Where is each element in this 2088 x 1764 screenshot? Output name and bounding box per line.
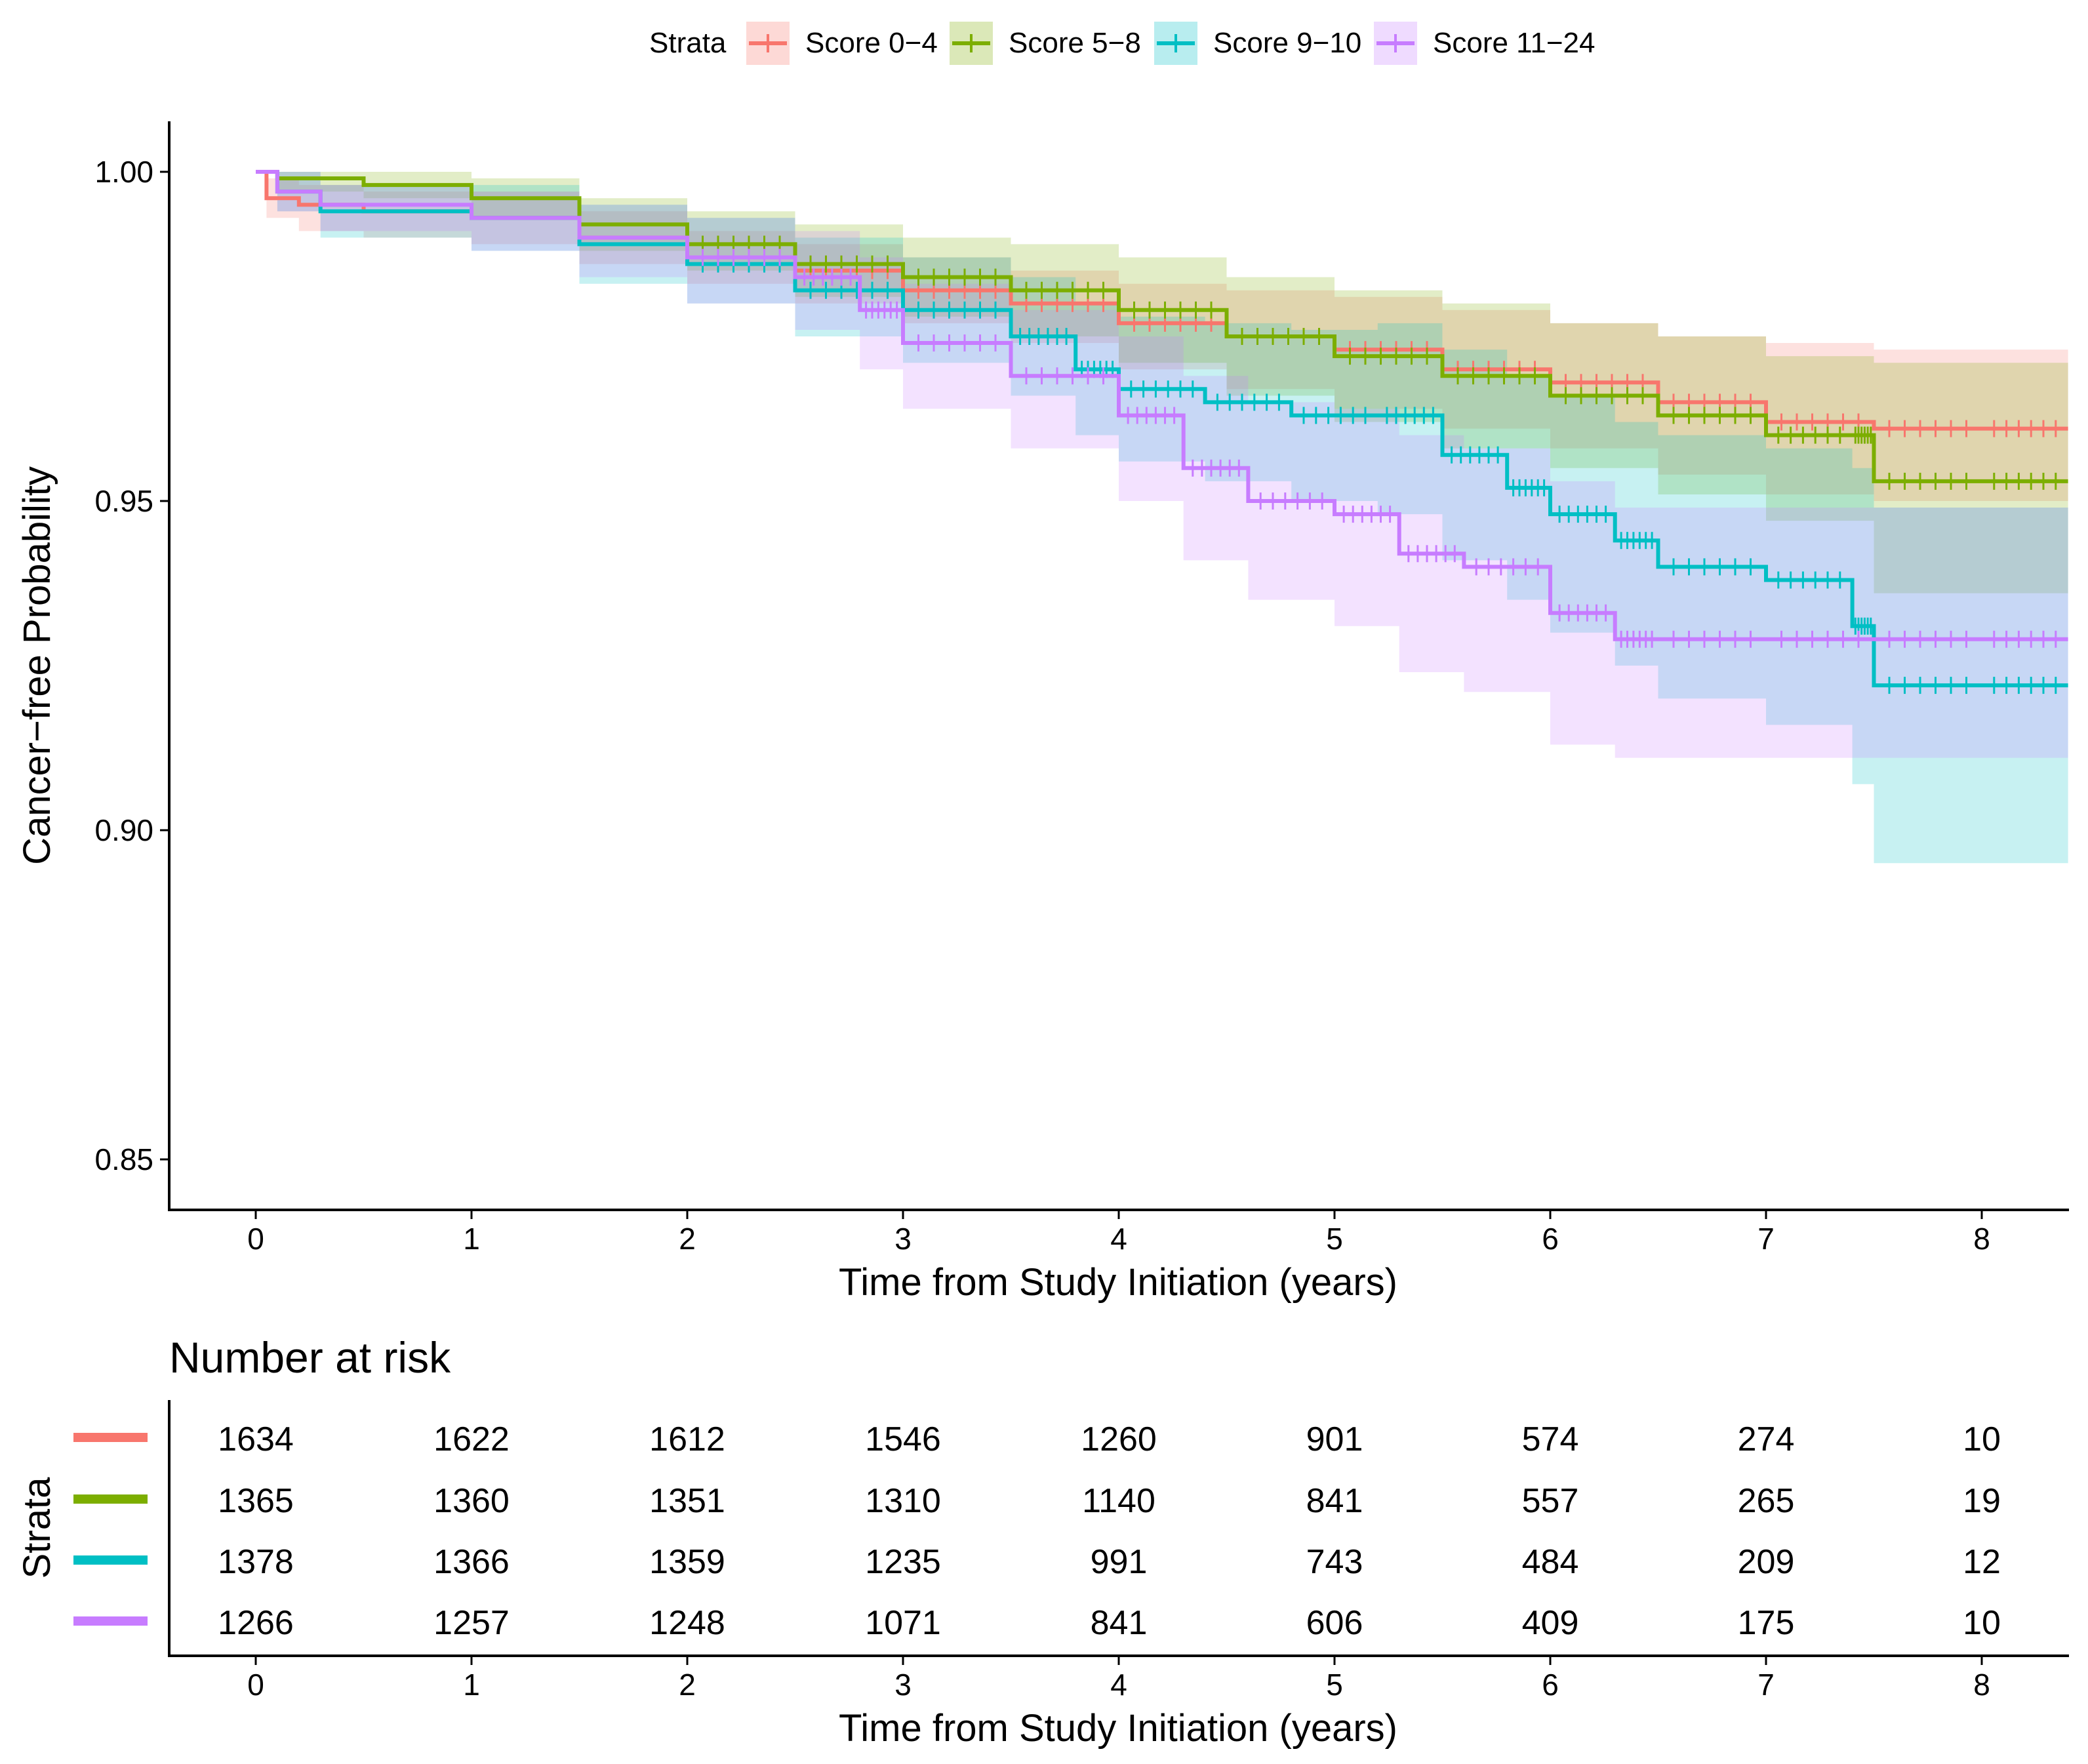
y-tick-label: 0.95: [94, 484, 153, 518]
risk-table-title: Number at risk: [169, 1333, 451, 1382]
legend-entry-label: Score 9−10: [1213, 27, 1361, 59]
risk-count: 1140: [1082, 1482, 1155, 1520]
risk-count: 19: [1963, 1482, 2001, 1520]
risk-count: 484: [1522, 1543, 1579, 1581]
risk-count: 841: [1306, 1482, 1363, 1520]
risk-count: 606: [1306, 1604, 1363, 1642]
risk-count: 1351: [649, 1482, 725, 1520]
risk-count: 841: [1091, 1604, 1148, 1642]
risk-count: 1622: [433, 1420, 510, 1458]
main-plot: 0.85 0.90 0.95 1.00 0 1 2 3 4 5 6 7 8 Cancer−free P…: [16, 121, 2069, 1304]
confidence-bands: [256, 172, 2068, 864]
x-tick-label: 2: [679, 1222, 696, 1256]
censor-marks: [702, 249, 2057, 648]
x-tick-label: 1: [463, 1668, 480, 1702]
risk-count: 1366: [433, 1543, 510, 1581]
risk-count: 1360: [433, 1482, 510, 1520]
risk-count: 175: [1738, 1604, 1795, 1642]
risk-count: 991: [1091, 1543, 1148, 1581]
risk-count: 10: [1963, 1420, 2001, 1458]
ci-band: [256, 172, 2068, 593]
risk-table-row: 1365 1360 1351 1310 1140 841 557 265 19: [73, 1482, 2001, 1520]
risk-count: 1612: [649, 1420, 725, 1458]
risk-count: 574: [1522, 1420, 1579, 1458]
risk-table-x-axis-label: Time from Study Initiation (years): [839, 1707, 1397, 1750]
x-tick-label: 6: [1542, 1668, 1559, 1702]
ci-band: [256, 172, 2068, 501]
risk-count: 409: [1522, 1604, 1579, 1642]
risk-count: 209: [1738, 1543, 1795, 1581]
x-tick-label: 1: [463, 1222, 480, 1256]
x-axis-label: Time from Study Initiation (years): [839, 1261, 1397, 1304]
main-axes: 0.85 0.90 0.95 1.00 0 1 2 3 4 5 6 7 8: [94, 121, 2069, 1256]
x-tick-label: 4: [1110, 1222, 1127, 1256]
survival-curve: [256, 170, 2068, 641]
risk-count: 901: [1306, 1420, 1363, 1458]
risk-count: 265: [1738, 1482, 1795, 1520]
y-tick-label: 1.00: [94, 155, 153, 189]
y-axis-ticks: 0.85 0.90 0.95 1.00: [94, 155, 169, 1176]
risk-table-y-label: Strata: [16, 1477, 58, 1578]
risk-count: 1257: [433, 1604, 510, 1642]
legend-title: Strata: [649, 27, 727, 59]
risk-count: 10: [1963, 1604, 2001, 1642]
risk-count: 1378: [218, 1543, 294, 1581]
x-tick-label: 8: [1973, 1668, 1990, 1702]
risk-table-x-ticks: 0 1 2 3 4 5 6 7 8: [247, 1656, 1990, 1702]
legend: Strata Score 0−4 Score 5−8 Score 9−10 Score…: [649, 22, 1595, 65]
x-tick-label: 3: [894, 1668, 912, 1702]
x-tick-label: 7: [1757, 1668, 1775, 1702]
legend-entry: Score 0−4: [746, 22, 938, 65]
risk-count: 1634: [218, 1420, 294, 1458]
censor-marks: [702, 235, 2057, 490]
legend-entry: Score 9−10: [1154, 22, 1361, 65]
legend-entry-label: Score 5−8: [1009, 27, 1141, 59]
risk-count: 1260: [1081, 1420, 1157, 1458]
legend-entry-label: Score 0−4: [805, 27, 938, 59]
x-tick-label: 6: [1542, 1222, 1559, 1256]
survival-curve: [256, 170, 2068, 483]
risk-count: 1071: [865, 1604, 941, 1642]
risk-table-row: 1378 1366 1359 1235 991 743 484 209 12: [73, 1543, 2001, 1581]
x-tick-label: 8: [1973, 1222, 1990, 1256]
survival-curves: [256, 170, 2068, 694]
legend-entry-label: Score 11−24: [1433, 27, 1595, 59]
risk-count: 1365: [218, 1482, 294, 1520]
risk-count: 1235: [865, 1543, 941, 1581]
risk-count: 1266: [218, 1604, 294, 1642]
risk-count: 274: [1738, 1420, 1795, 1458]
risk-count: 557: [1522, 1482, 1579, 1520]
risk-count: 743: [1306, 1543, 1363, 1581]
risk-table-row: 1634 1622 1612 1546 1260 901 574 274 10: [73, 1420, 2001, 1458]
legend-entries: Score 0−4 Score 5−8 Score 9−10 Score 11−24: [746, 22, 1595, 65]
x-tick-label: 0: [247, 1668, 264, 1702]
risk-count: 1248: [649, 1604, 725, 1642]
x-tick-label: 4: [1110, 1668, 1127, 1702]
risk-count: 12: [1963, 1543, 2001, 1581]
x-tick-label: 5: [1326, 1668, 1343, 1702]
x-tick-label: 0: [247, 1222, 264, 1256]
x-axis-ticks: 0 1 2 3 4 5 6 7 8: [247, 1210, 1990, 1256]
y-tick-label: 0.85: [94, 1142, 153, 1176]
risk-count: 1546: [865, 1420, 941, 1458]
ci-band: [256, 172, 2068, 864]
x-tick-label: 3: [894, 1222, 912, 1256]
y-tick-label: 0.90: [94, 813, 153, 847]
risk-table-row: 1266 1257 1248 1071 841 606 409 175 10: [73, 1604, 2001, 1642]
x-tick-label: 5: [1326, 1222, 1343, 1256]
risk-table: Number at risk Strata 1634 1622 1612 1546 12…: [16, 1333, 2069, 1750]
risk-count: 1359: [649, 1543, 725, 1581]
legend-entry: Score 11−24: [1374, 22, 1595, 65]
legend-entry: Score 5−8: [950, 22, 1141, 65]
risk-count: 1310: [865, 1482, 941, 1520]
x-tick-label: 7: [1757, 1222, 1775, 1256]
x-tick-label: 2: [679, 1668, 696, 1702]
y-axis-label: Cancer−free Probability: [16, 466, 58, 865]
